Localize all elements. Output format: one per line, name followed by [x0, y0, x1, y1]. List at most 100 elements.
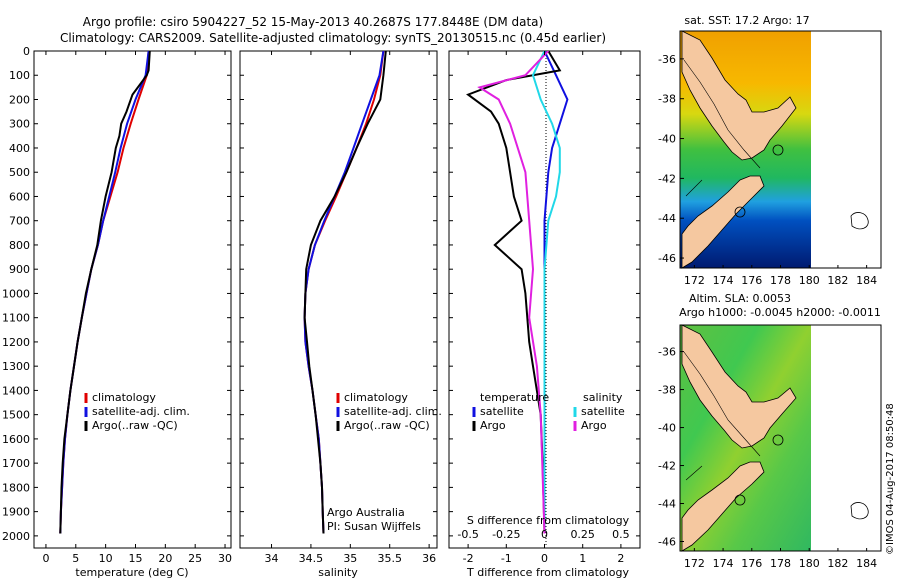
legend-label: climatology	[344, 391, 408, 404]
sla-nodata	[811, 325, 881, 551]
y-tick-label: 1300	[2, 360, 30, 373]
y-tick-label: 1900	[2, 506, 30, 519]
x-tick-label: 34	[265, 552, 279, 565]
series-line-2	[59, 51, 151, 534]
y-tick-label: 200	[9, 93, 30, 106]
x-tick-label: 34.5	[299, 552, 324, 565]
sst-map: sat. SST: 17.2 Argo: 17 172 174 176 178 180 1…	[658, 14, 882, 287]
top-tick-label: 0.25	[570, 528, 595, 541]
map-y-tick-label: -42	[658, 172, 676, 185]
map-x-tick-label: 184	[856, 557, 877, 570]
y-tick-label: 1000	[2, 287, 30, 300]
x-tick-label: 2	[617, 552, 624, 565]
y-tick-label: 400	[9, 142, 30, 155]
header-line1: Argo profile: csiro 5904227_52 15-May-20…	[83, 15, 543, 29]
salinity-xlabel: salinity	[318, 566, 358, 579]
temperature-panel: 0 5 10 15 20 25 30 0 100 200 300 400 500 600 700 800 90…	[2, 45, 232, 579]
top-tick-label: 0.5	[612, 528, 630, 541]
x-tick-label: 1	[579, 552, 586, 565]
y-tick-label: 1700	[2, 457, 30, 470]
legend-label: satellite-adj. clim.	[344, 405, 442, 418]
x-tick-label: 5	[72, 552, 79, 565]
legend-title-salinity: salinity	[583, 391, 623, 404]
map-y-tick-label: -36	[658, 346, 676, 359]
legend-label: satellite	[581, 405, 625, 418]
map-x-tick-label: 174	[713, 274, 734, 287]
t-diff-xlabel: T difference from climatology	[466, 566, 629, 579]
map-y-tick-label: -42	[658, 460, 676, 473]
map-y-tick-label: -40	[658, 422, 676, 435]
new-zealand-land-1	[681, 30, 869, 269]
top-tick-label: -0.25	[492, 528, 520, 541]
map-x-tick-label: 184	[856, 274, 877, 287]
y-tick-label: 1600	[2, 433, 30, 446]
x-tick-label: 36	[422, 552, 436, 565]
sla-map-title2: Argo h1000: -0.0045 h2000: -0.0011	[679, 306, 881, 319]
y-tick-label: 500	[9, 166, 30, 179]
sla-map-title1: Altim. SLA: 0.0053	[689, 292, 791, 305]
legend-label: satellite	[480, 405, 524, 418]
x-tick-label: 10	[99, 552, 113, 565]
map-y-tick-label: -40	[658, 133, 676, 146]
credit-label: ©IMOS 04-Aug-2017 08:50:48	[885, 403, 896, 555]
y-tick-label: 1400	[2, 384, 30, 397]
map-y-tick-label: -38	[658, 384, 676, 397]
map-y-tick-label: -44	[658, 498, 676, 511]
map-y-tick-label: -46	[658, 536, 676, 549]
temperature-axes	[33, 50, 232, 549]
legend-label: Argo	[581, 419, 607, 432]
y-tick-label: 2000	[2, 530, 30, 543]
legend-title-temperature: temperature	[480, 391, 549, 404]
series-line-1	[466, 51, 562, 534]
map-y-tick-label: -36	[658, 53, 676, 66]
map-x-tick-label: 172	[684, 274, 705, 287]
pi-label: PI: Susan Wijffels	[327, 520, 421, 533]
y-tick-label: 600	[9, 190, 30, 203]
x-tick-label: 35.5	[377, 552, 402, 565]
map-x-tick-label: 180	[799, 557, 820, 570]
temperature-xlabel: temperature (deg C)	[75, 566, 188, 579]
legend-label: satellite-adj. clim.	[92, 405, 190, 418]
difference-panel: -2 -1 0 1 2 -0.5 -0.25 0 0.25 0.5 S difference f…	[448, 50, 641, 579]
x-tick-label: 0	[541, 552, 548, 565]
x-tick-label: 20	[158, 552, 172, 565]
salinity-panel: 34 34.5 35 35.5 36 salinity climatologysatel…	[239, 50, 442, 579]
map-x-tick-label: 182	[827, 274, 848, 287]
top-tick-label: -0.5	[457, 528, 478, 541]
map-x-tick-label: 176	[741, 557, 762, 570]
y-tick-label: 1100	[2, 312, 30, 325]
y-tick-label: 1500	[2, 409, 30, 422]
sla-map: Altim. SLA: 0.0053 Argo h1000: -0.0045 h…	[658, 292, 882, 570]
x-tick-label: 0	[42, 552, 49, 565]
legend-label: Argo	[480, 419, 506, 432]
x-tick-label: 15	[128, 552, 142, 565]
y-tick-label: 900	[9, 263, 30, 276]
series-line-2	[303, 51, 387, 534]
x-tick-label: 35	[343, 552, 357, 565]
s-diff-xlabel: S difference from climatology	[467, 514, 630, 527]
y-tick-label: 800	[9, 239, 30, 252]
map-x-tick-label: 178	[770, 274, 791, 287]
sst-map-title: sat. SST: 17.2 Argo: 17	[684, 14, 809, 27]
x-tick-label: 25	[188, 552, 202, 565]
team-label: Argo Australia	[327, 506, 405, 519]
salinity-axes	[239, 50, 438, 549]
map-x-tick-label: 174	[713, 557, 734, 570]
map-y-tick-label: -46	[658, 252, 676, 265]
series-line-3	[477, 51, 550, 534]
map-y-tick-label: -38	[658, 93, 676, 106]
series-line-2	[531, 51, 561, 534]
y-tick-label: 1800	[2, 481, 30, 494]
map-x-tick-label: 178	[770, 557, 791, 570]
legend-label: Argo(..raw -QC)	[92, 419, 178, 432]
header-line2: Climatology: CARS2009. Satellite-adjuste…	[60, 31, 606, 45]
map-y-tick-label: -44	[658, 212, 676, 225]
y-tick-label: 700	[9, 215, 30, 228]
x-tick-label: -1	[501, 552, 512, 565]
y-tick-label: 0	[23, 45, 30, 58]
map-x-tick-label: 180	[799, 274, 820, 287]
legend-label: climatology	[92, 391, 156, 404]
legend-label: Argo(..raw -QC)	[344, 419, 430, 432]
new-zealand-land-2	[681, 324, 869, 552]
